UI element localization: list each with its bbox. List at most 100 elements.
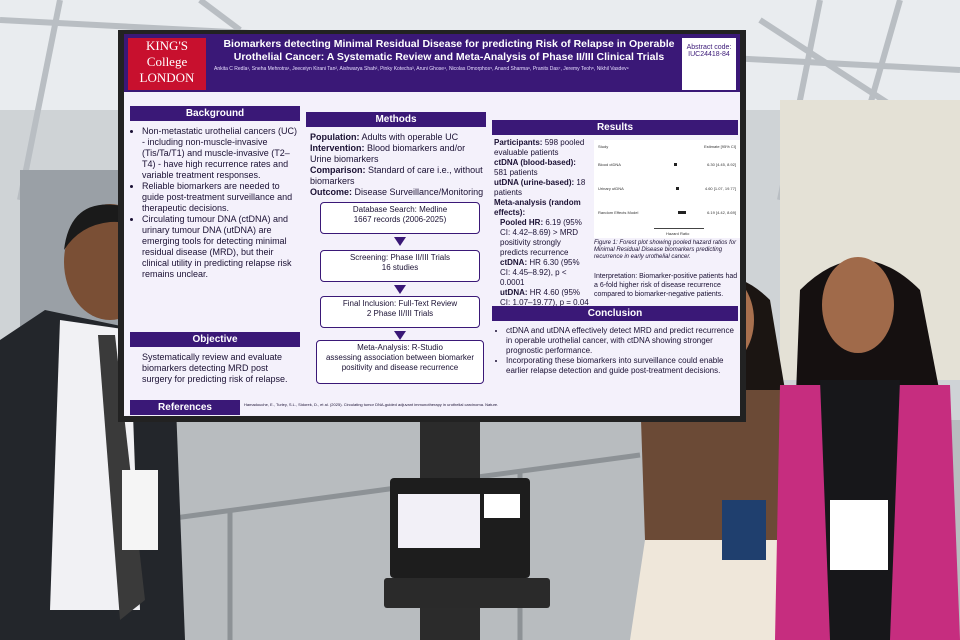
section-heading: References [130, 400, 240, 415]
poster: KING'S College LONDON Biomarkers detecti… [124, 34, 740, 416]
flow-box: Screening: Phase II/III Trials 16 studies [320, 250, 480, 282]
criterion-label: Population: [310, 132, 360, 142]
criterion-label: Intervention: [310, 143, 365, 153]
result-text: 18 patients [494, 178, 586, 197]
bullet: Incorporating these biomarkers into surv… [506, 356, 734, 376]
poster-screen: KING'S College LONDON Biomarkers detecti… [118, 30, 746, 422]
criterion: Outcome: Disease Surveillance/Monitoring [310, 187, 486, 198]
forest-marker [674, 163, 677, 166]
laptop-display-window [484, 494, 520, 518]
interpretation: Interpretation: Biomarker-positive patie… [594, 273, 738, 298]
forest-estimate: 6.30 [4.45, 8.92] [707, 162, 736, 167]
result-text: 598 pooled evaluable patients [494, 138, 585, 157]
forest-marker [676, 187, 679, 190]
criterion-label: Comparison: [310, 165, 366, 175]
flow-line: 1667 records (2006-2025) [353, 215, 447, 224]
criterion-text: Disease Surveillance/Monitoring [354, 187, 484, 197]
references-text: Hamadouche, E., Turley, S.L., Sidorek, D… [244, 402, 499, 407]
laptop-keyboard [384, 578, 550, 608]
forest-header: Estimate [95% CI] [703, 144, 736, 149]
criterion: Population: Adults with operable UC [310, 132, 486, 143]
poster-authors: Ankita C Redla¹, Sneha Mehrotra¹, Jeecei… [214, 66, 629, 72]
figure-caption: Figure 1: Forest plot showing pooled haz… [594, 240, 737, 260]
result-item: Pooled HR: 6.19 (95% CI: 4.42–8.69) > MR… [494, 218, 590, 258]
flow-line: assessing association between biomarker … [325, 353, 475, 372]
flow-arrow [394, 331, 406, 340]
criterion-text: Blood biomarkers and/or Urine biomarkers [310, 143, 466, 164]
logo: KING'S College LONDON [128, 38, 206, 90]
section-heading: Methods [306, 112, 486, 127]
badge [122, 470, 158, 550]
conclusion-text: ctDNA and utDNA effectively detect MRD a… [494, 326, 734, 376]
person-trousers [630, 540, 800, 640]
bullet-list: Non-metastatic urothelial cancers (UC) -… [130, 126, 300, 280]
poster-title: Biomarkers detecting Minimal Residual Di… [223, 38, 675, 63]
section-heading: Conclusion [492, 306, 738, 321]
flow-arrow [394, 285, 406, 294]
laptop-display [398, 494, 480, 548]
flow-box: Database Search: Medline 1667 records (20… [320, 202, 480, 234]
result-label: Meta-analysis (random effects): [494, 198, 581, 217]
methods-criteria: Population: Adults with operable UC Inter… [310, 132, 486, 198]
result-label: ctDNA (blood-based): [494, 158, 576, 167]
logo-line: LONDON [139, 70, 195, 85]
forest-estimate: 4.60 [1.07, 19.77] [704, 186, 736, 191]
result-item: Participants: 598 pooled evaluable patie… [494, 138, 590, 158]
forest-axis-label: Hazard Ratio [666, 231, 690, 236]
person-head [822, 257, 894, 353]
result-label: Participants: [494, 138, 543, 147]
objective-text: Systematically review and evaluate bioma… [142, 352, 288, 384]
abstract-code-value: IUC24418-84 [688, 51, 730, 58]
flow-line: Database Search: Medline [352, 205, 448, 214]
result-item: ctDNA: HR 6.30 (95% CI: 4.45–8.92), p < … [494, 258, 590, 288]
poster-header: KING'S College LONDON Biomarkers detecti… [124, 34, 740, 92]
result-text: HR 4.60 (95% CI: 1.07–19.77), p = 0.04 [500, 288, 589, 307]
flow-line: 16 studies [381, 263, 419, 272]
results-text: Participants: 598 pooled evaluable patie… [494, 138, 590, 308]
section-heading: Background [130, 106, 300, 121]
result-label: Pooled HR: [500, 218, 544, 227]
bullet: Non-metastatic urothelial cancers (UC) -… [142, 126, 300, 181]
forest-estimate: 6.19 [4.42, 8.69] [707, 210, 736, 215]
abstract-code: Abstract code: IUC24418-84 [682, 38, 736, 90]
bullet: ctDNA and utDNA effectively detect MRD a… [506, 326, 734, 356]
forest-study: Blood ctDNA [598, 162, 621, 167]
result-item: utDNA (urine-based): 18 patients [494, 178, 590, 198]
badge [830, 500, 888, 570]
logo-line: College [146, 54, 188, 69]
result-text: 6.19 (95% CI: 4.42–8.69) > MRD positivit… [500, 218, 582, 257]
result-item: ctDNA (blood-based): 581 patients [494, 158, 590, 178]
result-text: 581 patients [494, 168, 538, 177]
result-label: utDNA (urine-based): [494, 178, 575, 187]
result-item: utDNA: HR 4.60 (95% CI: 1.07–19.77), p =… [494, 288, 590, 308]
flow-line: Final Inclusion: Full-Text Review [342, 299, 458, 308]
flow-line: Screening: Phase II/III Trials [349, 253, 451, 262]
bullet: Circulating tumour DNA (ctDNA) and urina… [142, 214, 300, 280]
section-heading: Objective [130, 332, 300, 347]
criterion-text: Adults with operable UC [361, 132, 459, 142]
bullet: Reliable biomarkers are needed to guide … [142, 181, 300, 214]
abstract-code-label: Abstract code: [686, 44, 732, 51]
result-item: Meta-analysis (random effects): [494, 198, 590, 218]
criterion: Intervention: Blood biomarkers and/or Ur… [310, 143, 486, 165]
flow-line: 2 Phase II/III Trials [366, 309, 434, 318]
criterion-text: Standard of care i.e., without biomarker… [310, 165, 483, 186]
forest-marker [678, 211, 686, 214]
result-text: HR 6.30 (95% CI: 4.45–8.92), p < 0.0001 [500, 258, 580, 287]
flow-line: Meta-Analysis: R-Studio [357, 343, 443, 352]
flow-arrow [394, 237, 406, 246]
result-label: utDNA: [500, 288, 528, 297]
result-label: ctDNA: [500, 258, 528, 267]
background-text: Non-metastatic urothelial cancers (UC) -… [130, 126, 300, 280]
logo-line: KING'S [145, 38, 189, 53]
criterion-label: Outcome: [310, 187, 353, 197]
flow-box: Meta-Analysis: R-Studio assessing associa… [316, 340, 484, 384]
forest-study: Urinary utDNA [598, 186, 624, 191]
forest-study: Random Effects Model [598, 210, 639, 215]
forest-plot: Study Estimate [95% CI] Blood ctDNA 6.30 [4… [594, 140, 740, 238]
badge [722, 500, 766, 560]
forest-header: Study [598, 144, 609, 149]
section-heading: Results [492, 120, 738, 135]
